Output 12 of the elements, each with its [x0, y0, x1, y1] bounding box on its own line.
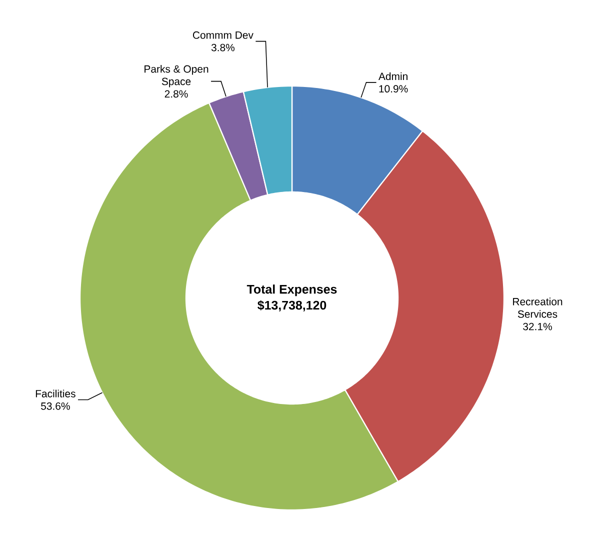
slice-label: Parks & Open Space — [144, 65, 208, 88]
slice-label: Facilities — [36, 390, 76, 398]
slice-label: Admin — [378, 72, 408, 80]
slice-label: Commm Dev — [192, 31, 254, 39]
data-label: 32.1% — [523, 322, 552, 330]
data-label: 53.6% — [41, 402, 70, 410]
data-label: 10.9% — [379, 85, 408, 93]
text: $13,738,120 — [258, 300, 326, 312]
data-label: 3.8% — [211, 44, 235, 52]
text: Total Expenses — [246, 284, 337, 296]
data-label: 2.8% — [164, 90, 188, 98]
slice-label: Recreation Services — [513, 298, 562, 318]
